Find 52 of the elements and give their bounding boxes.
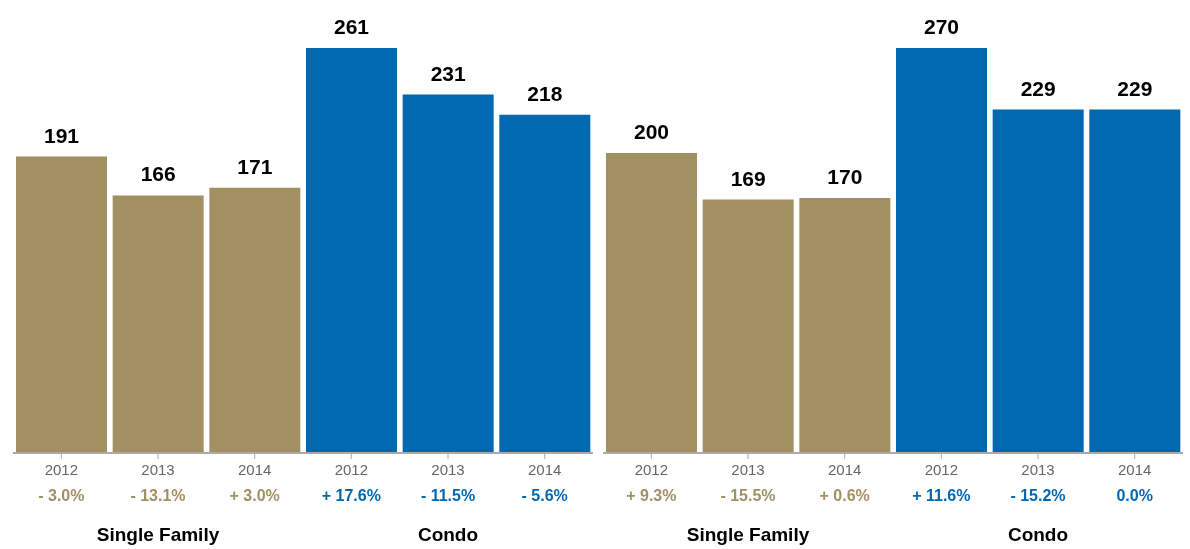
- text: 0.0%: [1116, 487, 1153, 504]
- bar: [896, 48, 987, 453]
- text: Single Family: [686, 524, 810, 545]
- text: + 9.3%: [626, 487, 677, 504]
- data-label: 171: [237, 154, 273, 178]
- text: - 11.5%: [420, 487, 476, 504]
- x-tick-label: 2014: [527, 461, 562, 478]
- text: + 3.0%: [229, 487, 280, 504]
- x-tick-label: 2013: [431, 461, 465, 478]
- x-tick-label: 2012: [634, 461, 669, 478]
- x-tick-label: 2012: [334, 461, 369, 478]
- bar: [499, 114, 591, 453]
- data-label: 261: [333, 15, 370, 38]
- x-tick-label: 2014: [1117, 461, 1152, 478]
- data-label: 229: [1117, 76, 1153, 100]
- bar: [402, 94, 494, 453]
- data-label: 166: [140, 162, 176, 186]
- text: - 13.1%: [130, 487, 186, 504]
- text: - 15.2%: [1010, 487, 1066, 504]
- bar: [112, 195, 204, 453]
- text: - 3.0%: [38, 487, 85, 504]
- text: Condo: [1007, 524, 1069, 545]
- x-tick-label: 2014: [827, 461, 862, 478]
- text: - 5.6%: [521, 487, 568, 504]
- text: Condo: [417, 524, 479, 545]
- bar: [702, 199, 794, 453]
- text: - 15.5%: [720, 487, 776, 504]
- data-label: 229: [1020, 76, 1056, 100]
- x-tick-label: 2012: [924, 461, 959, 478]
- bar: [799, 198, 891, 453]
- bar: [209, 187, 301, 453]
- data-label: 170: [827, 165, 863, 188]
- x-tick-label: 2013: [141, 461, 175, 478]
- data-label: 218: [527, 81, 563, 105]
- text: + 17.6%: [321, 487, 381, 504]
- text: + 0.6%: [819, 487, 870, 504]
- bar: [1089, 109, 1181, 453]
- x-tick-label: 2012: [44, 461, 79, 478]
- text: + 11.6%: [912, 487, 971, 504]
- data-label: 169: [730, 166, 766, 190]
- bar: [992, 109, 1084, 453]
- x-tick-label: 2014: [237, 461, 272, 478]
- bar: [606, 153, 697, 453]
- bar: [16, 156, 107, 453]
- x-tick-label: 2013: [731, 461, 765, 478]
- data-label: 191: [43, 123, 80, 147]
- x-tick-label: 2013: [1021, 461, 1055, 478]
- data-label: 231: [430, 61, 466, 85]
- data-label: 200: [633, 120, 670, 143]
- bar: [306, 48, 397, 453]
- text: Single Family: [96, 524, 220, 545]
- data-label: 270: [923, 15, 960, 38]
